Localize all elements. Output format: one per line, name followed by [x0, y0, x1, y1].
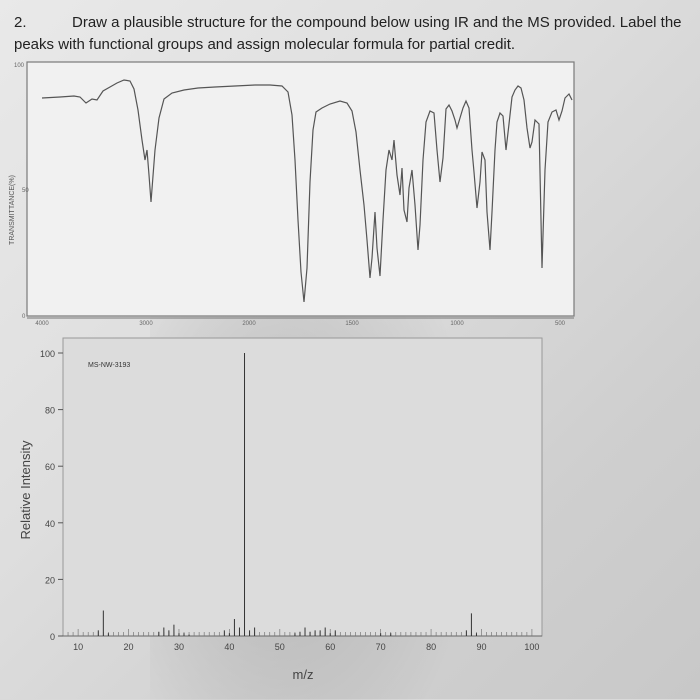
- ms-x-tick-label: 70: [376, 642, 386, 652]
- ms-y-tick-label: 60: [45, 462, 55, 472]
- ms-x-tick-label: 30: [174, 642, 184, 652]
- ms-y-ticks: 100 80 60 40 20 0: [40, 349, 63, 642]
- question-number: 2.: [14, 14, 27, 31]
- ms-x-tick-label: 60: [325, 642, 335, 652]
- ms-x-label: m/z: [293, 667, 314, 682]
- ms-x-tick-label: 50: [275, 642, 285, 652]
- ms-bars: [97, 353, 477, 636]
- question-body: Draw a plausible structure for the compo…: [14, 14, 682, 53]
- ir-x-tick: 1000: [450, 321, 464, 327]
- ir-y-tick: 50: [22, 188, 29, 194]
- question-text: 2. Draw a plausible structure for the com…: [14, 12, 694, 56]
- ms-frame: [62, 337, 543, 637]
- ms-y-tick-label: 20: [45, 575, 55, 585]
- ms-x-ticks: 10 20 30 40 50 60 70 80 90 100: [63, 629, 542, 652]
- ms-y-tick-label: 40: [45, 519, 55, 529]
- ms-x-tick-label: 80: [426, 642, 436, 652]
- ir-x-tick: 2000: [242, 321, 256, 327]
- ms-y-tick-label: 0: [50, 632, 55, 642]
- ms-title: MS-NW-3193: [88, 362, 130, 369]
- ir-y-tick: 100: [14, 63, 25, 69]
- ms-y-tick-label: 100: [40, 349, 55, 359]
- ms-x-tick-label: 90: [476, 642, 486, 652]
- ms-y-label: Relative Intensity: [18, 440, 33, 539]
- ms-x-tick-label: 20: [124, 642, 134, 652]
- ir-frame: [26, 61, 575, 317]
- ir-x-tick: 3000: [139, 321, 153, 327]
- ms-x-tick-label: 40: [224, 642, 234, 652]
- ms-y-tick-label: 80: [45, 406, 55, 416]
- ir-y-tick: 0: [22, 314, 26, 320]
- ms-x-tick-label: 10: [73, 642, 83, 652]
- ir-x-tick: 500: [555, 321, 566, 327]
- ir-x-tick: 4000: [35, 321, 49, 327]
- ir-x-tick: 1500: [345, 321, 359, 327]
- ir-y-label: TRANSMITTANCE(%): [9, 175, 16, 245]
- ir-trace: [41, 79, 573, 303]
- ms-x-tick-label: 100: [524, 642, 539, 652]
